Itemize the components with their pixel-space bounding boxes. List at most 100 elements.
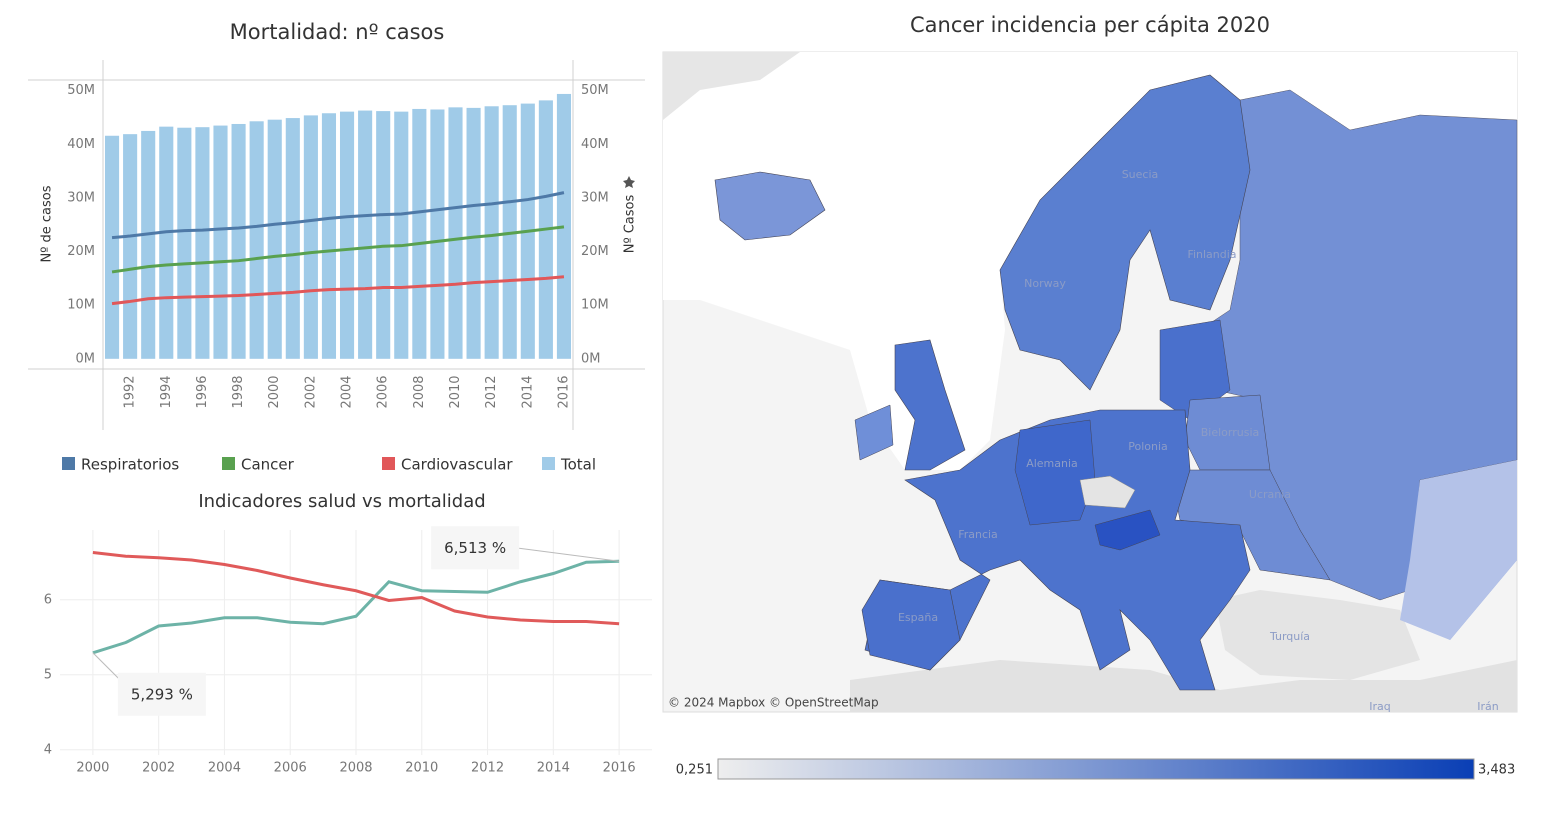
bar	[195, 127, 210, 359]
bar	[430, 109, 445, 359]
bar	[177, 127, 192, 359]
line	[92, 551, 620, 626]
data-label: 5,293 %	[131, 685, 193, 703]
x-tick-label: 2016	[603, 761, 636, 776]
data-label: 6,513 %	[444, 539, 506, 557]
tick-label: 20M	[67, 244, 95, 259]
legend-label: Total	[560, 456, 596, 474]
y2-tick-label: 40M	[581, 137, 609, 152]
bar	[556, 93, 572, 359]
chart-title: Mortalidad: nº casos	[230, 20, 445, 44]
line	[111, 191, 565, 240]
map-title: Cancer incidencia per cápita 2020	[910, 13, 1270, 37]
chart-title: Indicadores salud vs mortalidad	[198, 491, 485, 512]
bar	[412, 108, 427, 359]
bar	[466, 107, 481, 359]
y2-tick-label: 30M	[581, 190, 609, 205]
tick-label: 0M	[76, 351, 96, 366]
line	[111, 275, 565, 306]
country-label: Alemania	[1026, 457, 1078, 470]
country-label: España	[898, 611, 938, 624]
x-tick-label: 2012	[484, 375, 499, 408]
line	[111, 225, 565, 274]
tick-label: 10M	[67, 298, 95, 313]
country-label: Polonia	[1128, 440, 1168, 453]
bar	[448, 107, 463, 359]
x-tick-label: 1992	[123, 375, 138, 408]
legend-label: Respiratorios	[81, 456, 179, 474]
frame	[28, 60, 645, 430]
legend-swatch	[542, 457, 555, 470]
annotation-leader	[519, 547, 620, 562]
line	[92, 559, 620, 655]
x-tick-label: 2000	[267, 375, 282, 408]
annotation-box	[117, 672, 206, 716]
tick-label: 50M	[67, 83, 95, 98]
tick-label: 5	[44, 667, 52, 682]
x-tick-label: 2008	[412, 375, 427, 408]
country-label: Irán	[1477, 700, 1499, 713]
country-label: Francia	[958, 528, 998, 541]
tick-label: 6	[44, 592, 52, 607]
bar	[339, 111, 355, 359]
bar	[141, 130, 156, 359]
x-tick-label: 2012	[471, 761, 504, 776]
x-tick-label: 2014	[537, 761, 570, 776]
x-tick-label: 2006	[274, 761, 307, 776]
legend-max: 3,483	[1478, 763, 1515, 778]
bar	[303, 115, 318, 359]
country-label: Ucrania	[1249, 488, 1291, 501]
bar	[394, 111, 409, 359]
x-tick-label: 1998	[231, 375, 246, 408]
x-tick-label: 2010	[405, 761, 438, 776]
country-label: Suecia	[1122, 168, 1159, 181]
legend-swatch	[382, 457, 395, 470]
bar	[213, 125, 228, 359]
tick-label: 4	[44, 742, 52, 757]
map	[662, 30, 1518, 713]
legend-label: Cancer	[241, 456, 295, 474]
y2-tick-label: 0M	[581, 351, 601, 366]
y2-tick-label: 50M	[581, 83, 609, 98]
x-tick-label: 2016	[556, 375, 571, 408]
x-tick-label: 2002	[303, 375, 318, 408]
y2-tick-label: 20M	[581, 244, 609, 259]
x-tick-label: 2004	[340, 375, 355, 408]
bar	[104, 135, 120, 359]
bar	[285, 118, 300, 359]
bar	[267, 119, 282, 359]
country-label: Finlandia	[1187, 248, 1236, 261]
bar	[231, 123, 246, 359]
tick-label: 40M	[67, 137, 95, 152]
bar	[321, 113, 337, 359]
x-tick-label: 2010	[448, 375, 463, 408]
annotation-box	[431, 526, 520, 570]
bar	[358, 110, 373, 359]
attribution: © 2024 Mapbox © OpenStreetMap	[668, 696, 879, 710]
country-label: Iraq	[1369, 700, 1391, 713]
tick-label: 30M	[67, 190, 95, 205]
country-label: Norway	[1024, 277, 1066, 290]
y2-tick-label: 10M	[581, 298, 609, 313]
x-tick-label: 2002	[142, 761, 175, 776]
legend-min: 0,251	[676, 763, 713, 778]
x-tick-label: 1996	[195, 375, 210, 408]
legend-label: Cardiovascular	[401, 456, 513, 474]
bar	[376, 111, 391, 359]
sort-icon	[623, 176, 635, 188]
bar	[159, 126, 174, 359]
x-tick-label: 2008	[339, 761, 372, 776]
x-tick-label: 2006	[376, 375, 391, 408]
y2-axis-label: Nº Casos	[623, 195, 638, 254]
legend-swatch	[62, 457, 75, 470]
legend-swatch	[222, 457, 235, 470]
y-axis-label: Nº de casos	[40, 185, 55, 262]
bar	[123, 134, 138, 359]
country-label: Turquía	[1269, 630, 1310, 643]
x-tick-label: 2004	[208, 761, 241, 776]
x-tick-label: 2000	[76, 761, 109, 776]
color-legend-bar	[717, 758, 1475, 780]
x-tick-label: 2014	[520, 375, 535, 408]
bar	[484, 106, 499, 359]
